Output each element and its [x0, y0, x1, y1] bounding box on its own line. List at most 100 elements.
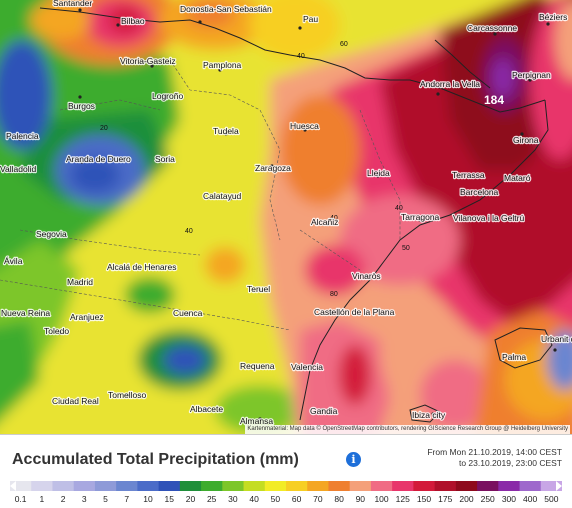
scale-swatch: [52, 481, 75, 491]
scale-tick-label: 10: [143, 494, 153, 504]
city-label: Pau: [303, 14, 318, 24]
scale-swatch: [370, 481, 393, 491]
scale-tick-label: 15: [164, 494, 174, 504]
city-dots: [8, 8, 557, 421]
scale-tick-label: 90: [355, 494, 366, 504]
svg-text:Huesca: Huesca: [290, 121, 319, 131]
scale-left-arrow: [10, 481, 16, 491]
svg-text:Santander: Santander: [53, 0, 92, 8]
scale-tick-label: 400: [523, 494, 538, 504]
svg-text:Alcalá de Henares: Alcalá de Henares: [107, 262, 176, 272]
borders: [39, 7, 553, 423]
city-label: Gandia: [310, 406, 338, 416]
svg-text:Calatayud: Calatayud: [203, 191, 242, 201]
svg-text:Béziers: Béziers: [539, 12, 567, 22]
scale-swatch: [498, 481, 521, 491]
scale-swatch: [455, 481, 478, 491]
scale-swatch: [434, 481, 457, 491]
city-label: Palma: [502, 352, 526, 362]
scale-tick-label: 50: [270, 494, 281, 504]
svg-text:Albacete: Albacete: [190, 404, 223, 414]
svg-text:Aranjuez: Aranjuez: [70, 312, 104, 322]
city-label: Almansa: [240, 416, 273, 426]
scale-swatch: [222, 481, 245, 491]
scale-tick-label: 500: [544, 494, 559, 504]
contour-label: 20: [100, 125, 108, 132]
svg-text:Barcelona: Barcelona: [460, 187, 499, 197]
city-label: Huesca: [290, 121, 319, 131]
city-label: Valladolid: [0, 164, 37, 174]
svg-text:Palma: Palma: [502, 352, 526, 362]
city-label: Aranjuez: [70, 312, 104, 322]
svg-text:Donostia-San Sebastián: Donostia-San Sebastián: [180, 4, 272, 14]
map-canvas: 40 60 40 50 20 40 40 80 184: [0, 0, 572, 434]
scale-tick-label: 20: [185, 494, 196, 504]
city-label: Palencia: [6, 131, 39, 141]
city-label: Alcalá de Henares: [107, 262, 176, 272]
svg-text:Almansa: Almansa: [240, 416, 273, 426]
svg-text:Ciudad Real: Ciudad Real: [52, 396, 99, 406]
city-label: Terrassa: [452, 170, 485, 180]
city-label: Valencia: [291, 362, 323, 372]
scale-swatch: [73, 481, 96, 491]
city-label: Perpignan: [512, 70, 551, 80]
contour-label: 40: [185, 228, 193, 235]
scale-tick-label: 2: [60, 494, 66, 504]
precipitation-map[interactable]: 40 60 40 50 20 40 40 80 184: [0, 0, 572, 434]
scale-swatch: [307, 481, 329, 491]
city-label: Tomelloso: [108, 390, 147, 400]
svg-text:Tomelloso: Tomelloso: [108, 390, 147, 400]
info-icon[interactable]: i: [346, 452, 361, 467]
svg-text:Cuenca: Cuenca: [173, 308, 203, 318]
city-label: Vilanova i la Geltrú: [453, 213, 524, 223]
svg-text:Pamplona: Pamplona: [203, 60, 242, 70]
scale-tick-label: 250: [480, 494, 495, 504]
svg-text:Castellón de la Plana: Castellón de la Plana: [314, 307, 395, 317]
svg-text:Bilbao: Bilbao: [121, 16, 145, 26]
svg-text:Tudela: Tudela: [213, 126, 239, 136]
city-label: Albacete: [190, 404, 223, 414]
region-borders: [0, 59, 401, 331]
max-value-marker[interactable]: 184: [484, 93, 504, 107]
city-label: Ciudad Real: [52, 396, 99, 406]
contour-label: 60: [340, 41, 348, 48]
period-end: to 23.10.2019, 23:00 CEST: [458, 458, 562, 468]
max-value-label: 184: [484, 93, 504, 107]
city-label: Tarragona: [401, 212, 440, 222]
svg-text:Teruel: Teruel: [247, 284, 270, 294]
city-label: Soria: [155, 154, 175, 164]
city-label: Girona: [513, 135, 539, 145]
svg-text:Pau: Pau: [303, 14, 318, 24]
svg-text:Vitoria-Gasteiz: Vitoria-Gasteiz: [120, 56, 176, 66]
svg-text:Madrid: Madrid: [67, 277, 93, 287]
scale-tick-label: 200: [459, 494, 474, 504]
color-scale: [10, 481, 562, 491]
scale-swatch: [264, 481, 287, 491]
contour-label: 80: [330, 291, 338, 298]
city-label: Aranda de Duero: [66, 154, 131, 164]
legend-title: Accumulated Total Precipitation (mm): [12, 451, 299, 468]
scale-tick-label: 30: [228, 494, 238, 504]
city-label: Ávila: [4, 256, 23, 266]
city-label: Santander: [53, 0, 92, 8]
svg-text:Perpignan: Perpignan: [512, 70, 551, 80]
city-label: Zaragoza: [255, 163, 291, 173]
legend-panel: Accumulated Total Precipitation (mm) i F…: [0, 434, 572, 508]
scale-swatch: [201, 481, 223, 491]
city-label: Vinaròs: [352, 271, 381, 281]
map-attribution[interactable]: Kartenmaterial: Map data © OpenStreetMap…: [245, 425, 570, 434]
precipitation-field: [0, 0, 572, 434]
svg-text:Tarragona: Tarragona: [401, 212, 440, 222]
scale-swatch: [158, 481, 181, 491]
city-label: Teruel: [247, 284, 270, 294]
city-label: Ibiza city: [412, 410, 446, 420]
city-label: Castellón de la Plana: [314, 307, 395, 317]
city-label: Mataró: [504, 173, 531, 183]
svg-text:Valladolid: Valladolid: [0, 164, 37, 174]
svg-text:Girona: Girona: [513, 135, 539, 145]
scale-tick-label: 0.1: [14, 494, 27, 504]
scale-tick-label: 60: [291, 494, 302, 504]
scale-swatch: [392, 481, 414, 491]
